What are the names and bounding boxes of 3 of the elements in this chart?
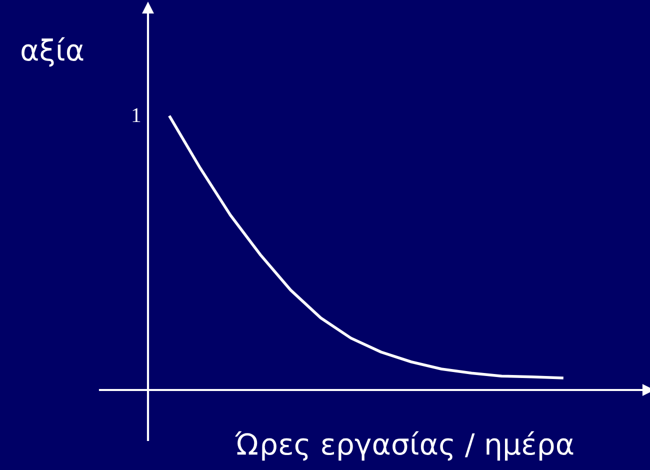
text: 1: [132, 108, 140, 122]
y-axis-title: αξία: [22, 37, 84, 67]
x-axis-title: Ώρες εργασίας / ημέρα: [234, 431, 574, 461]
